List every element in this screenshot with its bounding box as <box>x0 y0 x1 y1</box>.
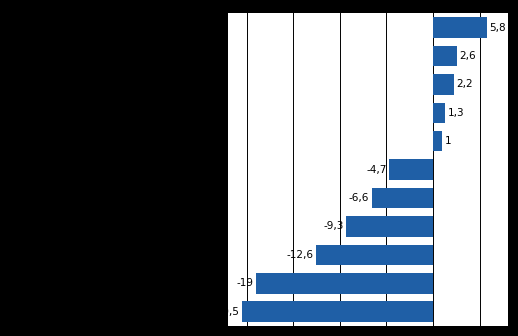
Text: -6,6: -6,6 <box>349 193 369 203</box>
Bar <box>433 131 442 152</box>
Bar <box>389 160 433 180</box>
Bar <box>256 273 433 294</box>
Text: 2,6: 2,6 <box>459 51 476 61</box>
Bar <box>433 102 445 123</box>
Bar <box>242 301 433 322</box>
Bar <box>371 188 433 208</box>
Text: -12,6: -12,6 <box>286 250 313 260</box>
Bar <box>433 74 454 95</box>
Text: 2,2: 2,2 <box>456 79 472 89</box>
Text: 1,3: 1,3 <box>448 108 464 118</box>
Bar <box>315 245 433 265</box>
Bar <box>433 46 457 66</box>
Bar <box>347 216 433 237</box>
Text: 1: 1 <box>444 136 451 146</box>
Bar <box>433 17 487 38</box>
Text: -20,5: -20,5 <box>213 307 239 317</box>
Text: -9,3: -9,3 <box>324 221 344 232</box>
Text: 5,8: 5,8 <box>490 23 506 33</box>
Text: -19: -19 <box>237 278 254 288</box>
Text: -4,7: -4,7 <box>367 165 387 175</box>
